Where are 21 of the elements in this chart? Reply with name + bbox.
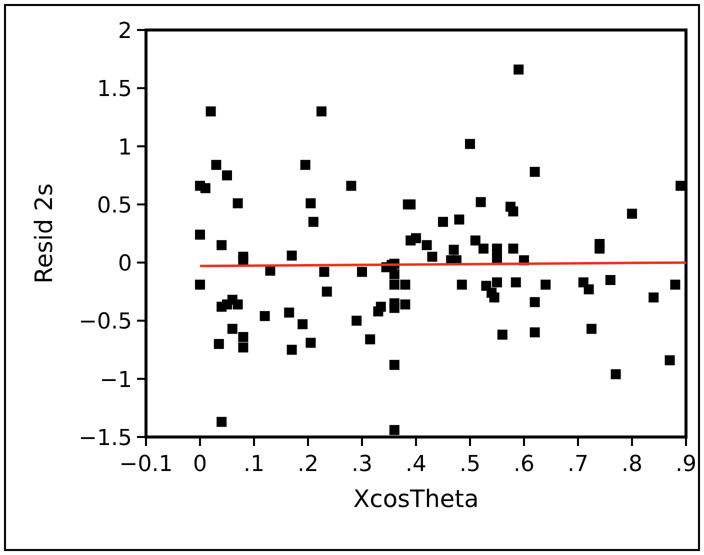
x-tick-label: .5 (460, 452, 480, 477)
y-tick-label: 0 (118, 252, 132, 277)
y-tick-label: −1.5 (78, 426, 132, 451)
y-tick-label: 2 (118, 19, 132, 44)
x-tick-label: .2 (298, 452, 318, 477)
x-tick-label: .1 (244, 452, 264, 477)
x-axis-title: XcosTheta (353, 485, 479, 513)
x-tick-label: 0 (193, 452, 207, 477)
x-tick-label: .6 (514, 452, 534, 477)
y-tick-label: 1 (118, 135, 132, 160)
y-tick-label: −0.5 (78, 310, 132, 335)
y-axis-title: Resid 2s (30, 183, 58, 284)
x-tick-label: .3 (352, 452, 372, 477)
x-tick-label: .9 (676, 452, 696, 477)
y-tick-label: 0.5 (97, 193, 132, 218)
x-tick-label: .8 (622, 452, 642, 477)
x-tick-label: .7 (568, 452, 588, 477)
x-tick-label: .4 (406, 452, 426, 477)
x-tick-label: −0.1 (119, 452, 173, 477)
y-tick-label: −1 (100, 368, 132, 393)
y-tick-label: 1.5 (97, 77, 132, 102)
